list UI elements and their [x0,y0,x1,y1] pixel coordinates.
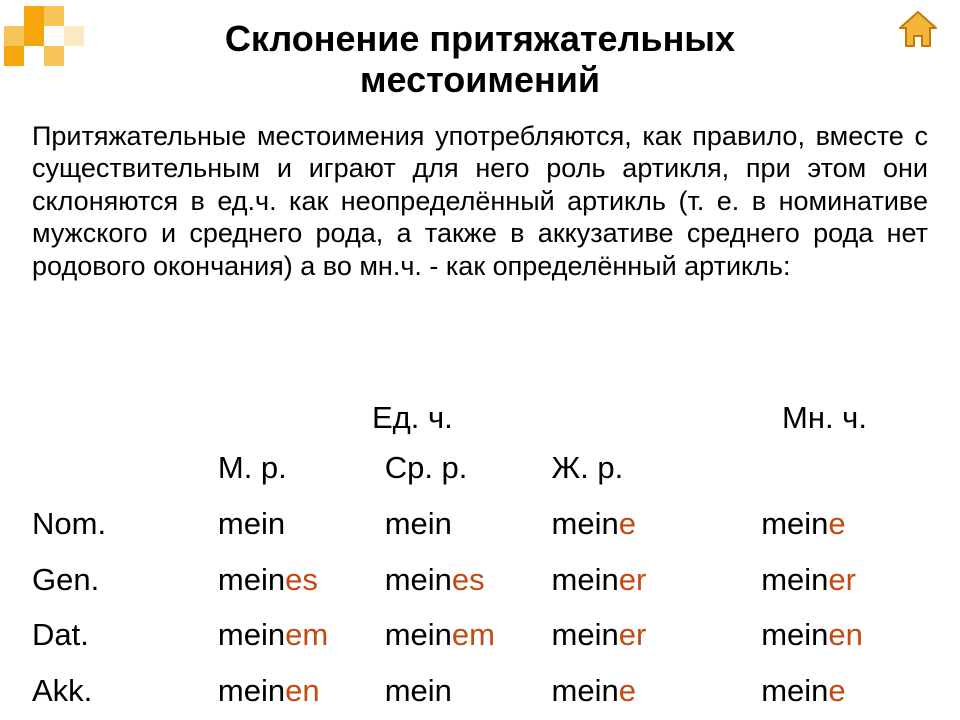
stem: mein [218,506,285,541]
ending: e [828,673,845,708]
table-row: Nom.meinmeinmeinemeine [32,496,928,552]
table-row: Gen.meinesmeinesmeinermeiner [32,552,928,608]
gender-header-row: М. р. Ср. р. Ж. р. [32,440,928,496]
ending: e [619,506,636,541]
stem: mein [552,506,619,541]
body-paragraph: Притяжательные местоимения употребляются… [32,120,928,282]
form-cell: meine [761,496,928,552]
form-cell: meiner [552,607,762,663]
title-line-2: местоимений [360,59,600,100]
case-label: Akk. [32,663,218,719]
stem: mein [385,506,452,541]
stem: mein [761,506,828,541]
ending: em [285,617,328,652]
stem: mein [218,673,285,708]
case-label: Nom. [32,496,218,552]
ending: e [619,673,636,708]
stem: mein [218,617,285,652]
ending: e [828,506,845,541]
title-line-1: Склонение притяжательных [225,18,735,59]
form-cell: mein [385,496,552,552]
ending: er [619,562,647,597]
form-cell: mein [385,663,552,719]
stem: mein [385,673,452,708]
form-cell: meine [552,496,762,552]
stem: mein [385,562,452,597]
form-cell: meiner [761,552,928,608]
header-plural: Мн. ч. [782,390,867,446]
form-cell: meinen [761,607,928,663]
table-body: Nom.meinmeinmeinemeineGen.meinesmeinesme… [32,496,928,719]
ending: en [285,673,319,708]
form-cell: meine [761,663,928,719]
ending: em [452,617,495,652]
stem: mein [761,562,828,597]
form-cell: meinem [218,607,385,663]
case-label: Gen. [32,552,218,608]
empty-cell [761,440,928,496]
slide-title: Склонение притяжательных местоимений [0,18,960,101]
stem: mein [385,617,452,652]
form-cell: meiner [552,552,762,608]
case-label: Dat. [32,607,218,663]
declension-table: Ед. ч. Мн. ч. М. р. Ср. р. Ж. р. Nom.mei… [32,390,928,719]
ending: en [828,617,862,652]
header-singular: Ед. ч. [372,390,453,446]
form-cell: meinen [218,663,385,719]
form-cell: mein [218,496,385,552]
table-row: Akk.meinenmeinmeinemeine [32,663,928,719]
stem: mein [552,562,619,597]
table-row: Dat.meinemmeinemmeinermeinen [32,607,928,663]
form-cell: meines [218,552,385,608]
form-cell: meine [552,663,762,719]
ending: er [619,617,647,652]
empty-cell [32,440,218,496]
form-cell: meines [385,552,552,608]
form-cell: meinem [385,607,552,663]
stem: mein [552,617,619,652]
header-neut: Ср. р. [385,440,552,496]
ending: es [285,562,318,597]
stem: mein [552,673,619,708]
slide: Склонение притяжательных местоимений При… [0,0,960,720]
header-masc: М. р. [218,440,385,496]
ending: er [828,562,856,597]
stem: mein [761,673,828,708]
stem: mein [761,617,828,652]
stem: mein [218,562,285,597]
header-fem: Ж. р. [552,440,762,496]
ending: es [452,562,485,597]
